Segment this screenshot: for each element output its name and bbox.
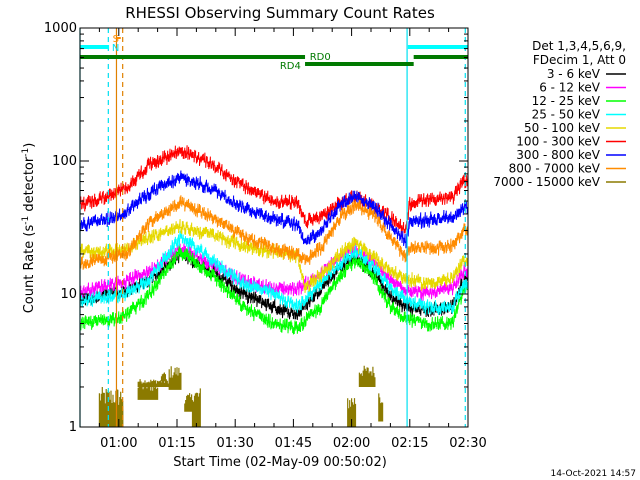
brown-count-block-8 xyxy=(347,398,357,427)
x-tick-label-01:15: 01:15 xyxy=(158,436,195,451)
series-line-12-25-keV xyxy=(79,245,469,335)
y-tick-label-1: 1 xyxy=(69,420,77,435)
x-tick-label-01:00: 01:00 xyxy=(100,436,137,451)
series-line-25-50-keV xyxy=(79,230,469,316)
series-line-300-800-keV xyxy=(79,170,469,249)
legend-label-7000-15000-keV: 7000 - 15000 keV xyxy=(493,175,600,189)
chart-title: RHESSI Observing Summary Count Rates xyxy=(125,4,435,22)
legend-label-3-6-keV: 3 - 6 keV xyxy=(547,67,601,81)
saa-label: S xyxy=(113,34,119,45)
brown-count-block-10 xyxy=(378,393,384,422)
series-line-50-100-keV xyxy=(79,219,469,294)
legend-label-800-7000-keV: 800 - 7000 keV xyxy=(509,162,601,176)
x-tick-label-01:30: 01:30 xyxy=(216,436,253,451)
brown-count-block-5 xyxy=(168,366,182,390)
x-tick-label-02:00: 02:00 xyxy=(333,436,370,451)
x-tick-label-02:15: 02:15 xyxy=(391,436,428,451)
brown-count-block-6 xyxy=(184,393,194,412)
x-tick-label-01:45: 01:45 xyxy=(275,436,312,451)
brown-count-block-7 xyxy=(191,388,201,427)
legend-label-6-12-keV: 6 - 12 keV xyxy=(539,81,601,95)
footer-timestamp: 14-Oct-2021 14:57 xyxy=(551,469,636,479)
legend-label-12-25-keV: 12 - 25 keV xyxy=(532,94,601,108)
brown-count-block-4 xyxy=(160,372,166,382)
brown-count-block-2 xyxy=(137,381,159,400)
y-tick-label-100: 100 xyxy=(52,154,77,169)
brown-count-block-9 xyxy=(358,365,376,387)
legend-label-25-50-keV: 25 - 50 keV xyxy=(532,108,601,122)
x-tick-label-02:30: 02:30 xyxy=(449,436,486,451)
y-axis-label: Count Rate (s-1 detector-1) xyxy=(21,143,37,314)
x-axis-label: Start Time (02-May-09 00:50:02) xyxy=(173,455,387,470)
legend-label-50-100-keV: 50 - 100 keV xyxy=(524,121,601,135)
series-line-800-7000-keV xyxy=(79,195,469,270)
y-tick-label-10: 10 xyxy=(60,287,77,302)
rd4-label: RD4 xyxy=(280,61,301,72)
series-line-100-300-keV xyxy=(79,145,469,235)
legend-label-300-800-keV: 300 - 800 keV xyxy=(516,148,600,162)
series-line-6-12-keV xyxy=(79,242,469,302)
rd0-label: RD0 xyxy=(310,52,331,63)
y-tick-label-1000: 1000 xyxy=(44,21,77,36)
axes-layer: 01:00 01:15 01:30 01:45 02:00 02:15 02:30 1 10 10… xyxy=(44,21,487,451)
legend-header-decimation: FDecim 1, Att 0 xyxy=(533,53,626,67)
night-label: N xyxy=(112,43,119,54)
legend: Det 1,3,4,5,6,9, FDecim 1, Att 0 3 - 6 k… xyxy=(493,39,626,189)
legend-header-detectors: Det 1,3,4,5,6,9, xyxy=(532,39,626,53)
legend-label-100-300-keV: 100 - 300 keV xyxy=(516,135,600,149)
